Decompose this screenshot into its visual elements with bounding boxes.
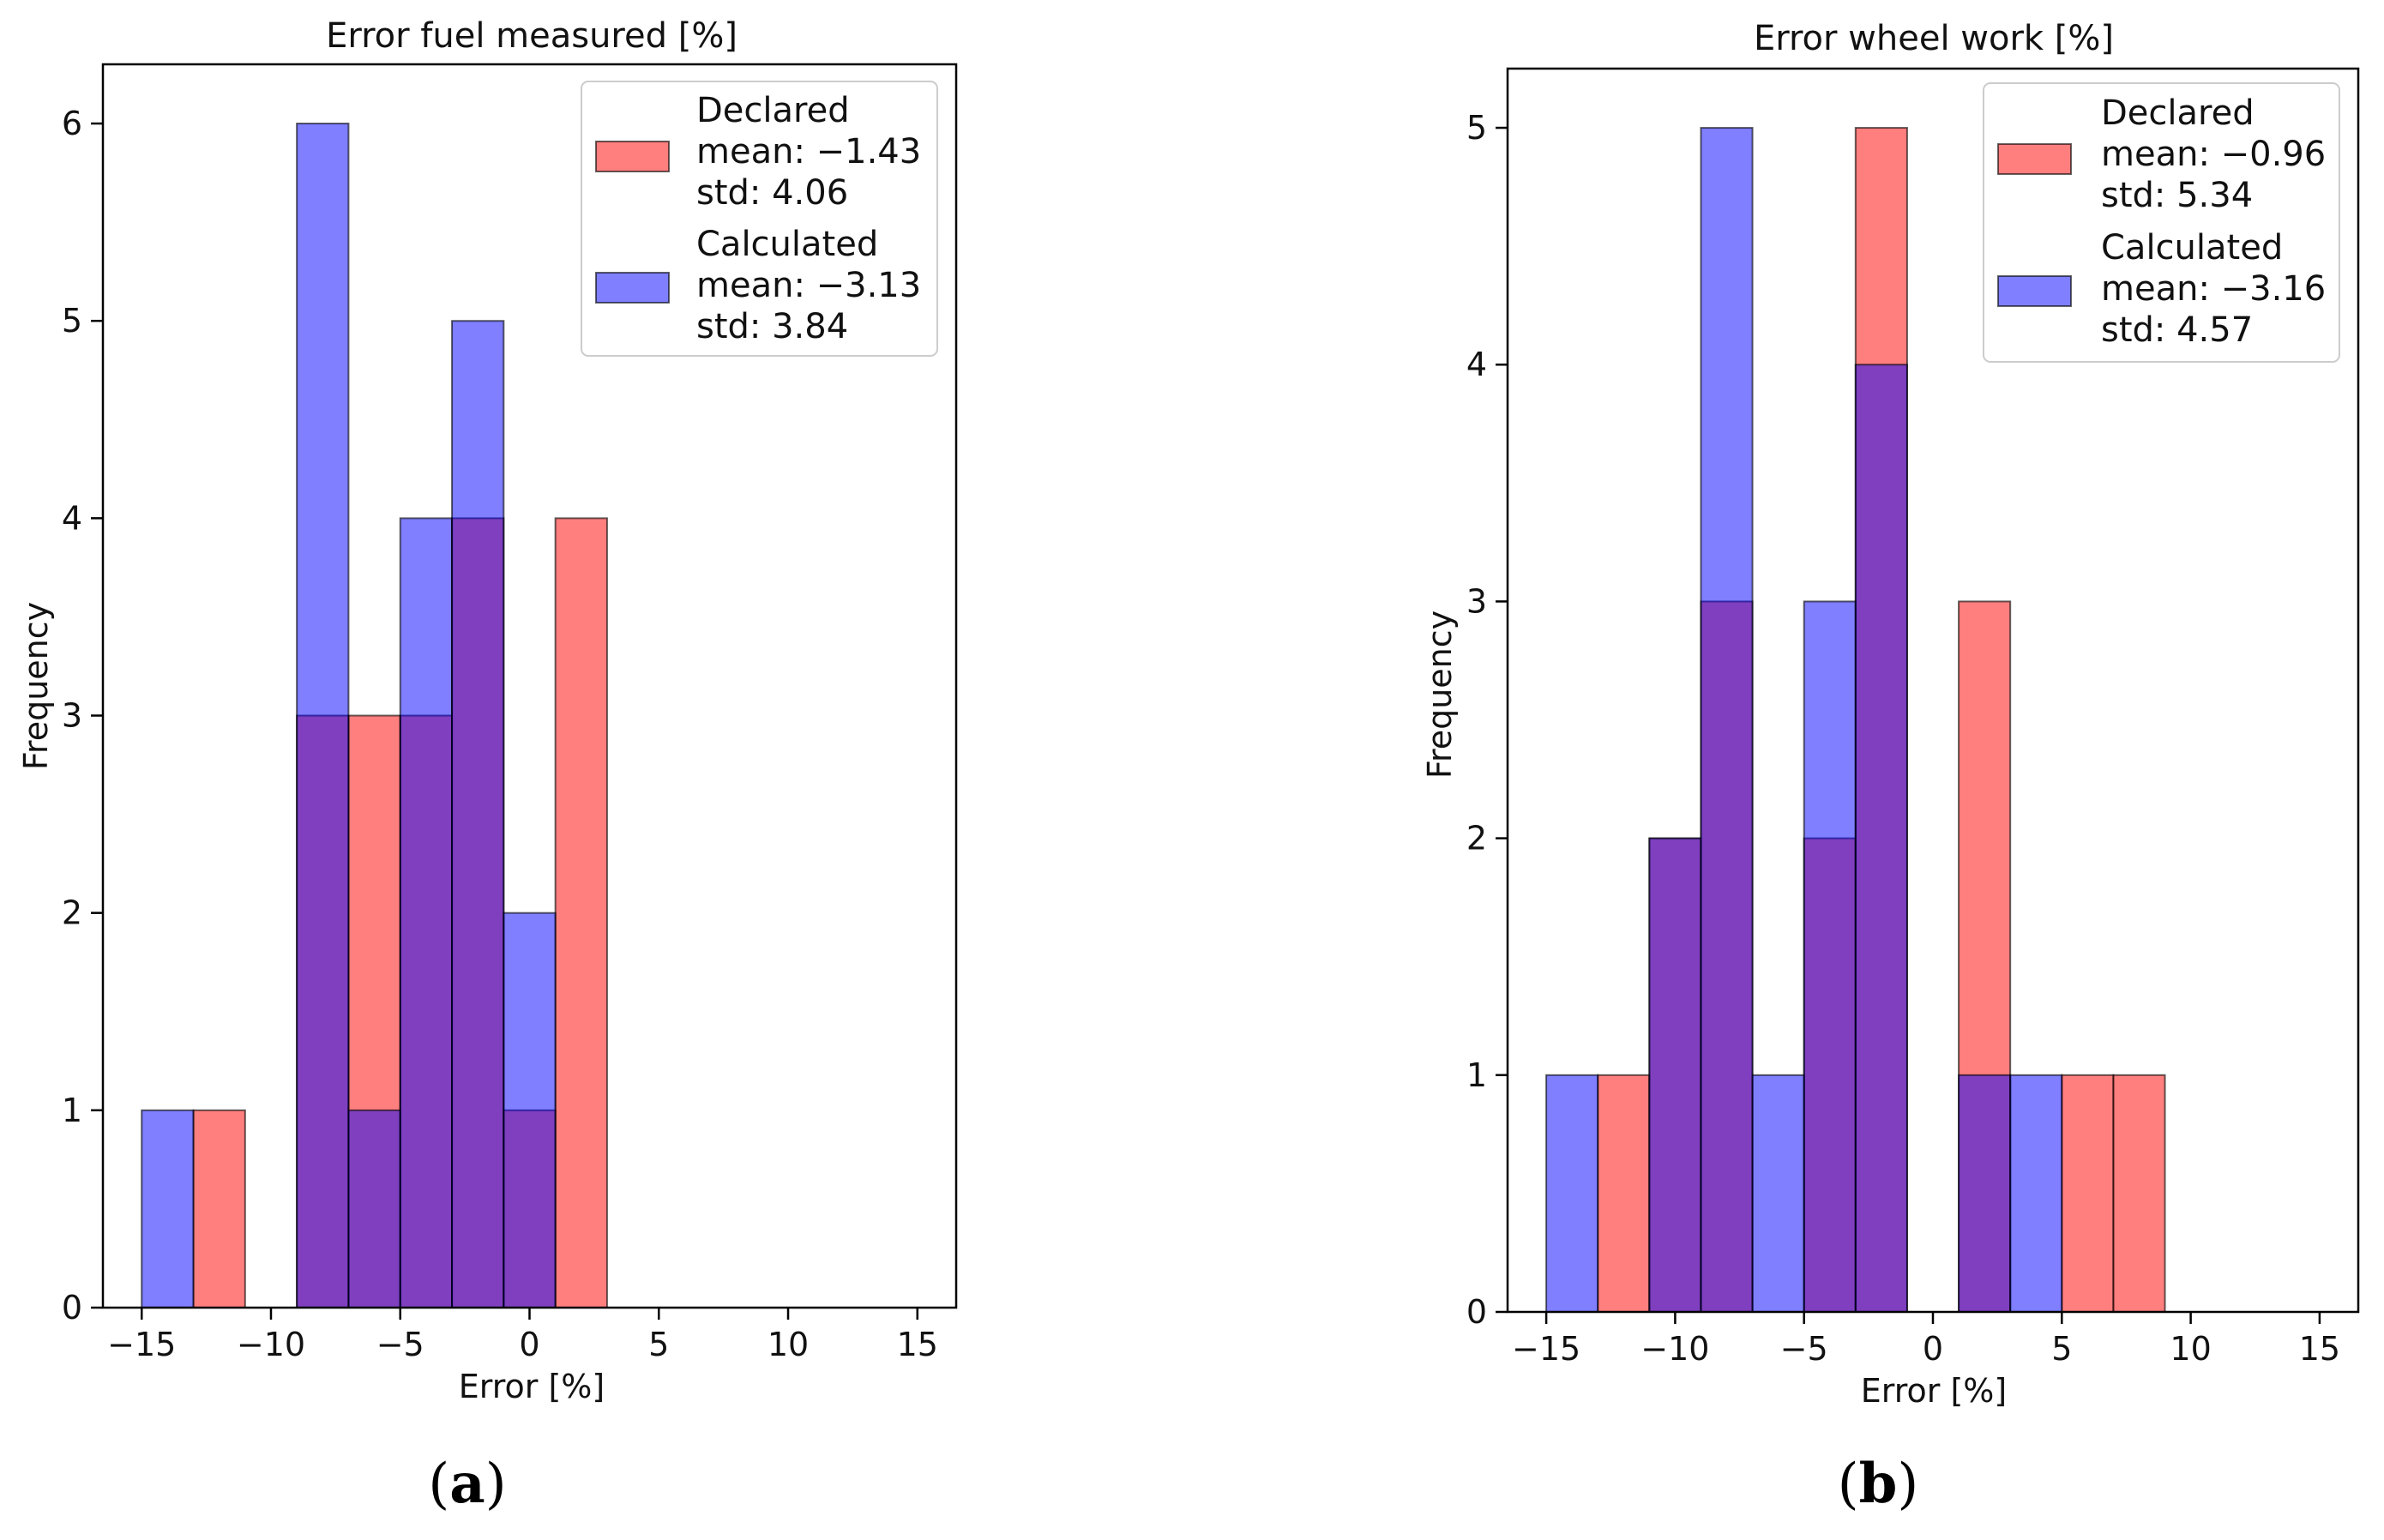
x-tick-label: −10 [237, 1326, 305, 1363]
chart-title: Error fuel measured [%] [326, 16, 737, 56]
bar-declared-bin-11 [2112, 1074, 2166, 1314]
bar-declared-bin-10 [2061, 1074, 2115, 1314]
bar-declared-bin-1 [1597, 1074, 1651, 1314]
panel-label-b: (b) [1838, 1452, 1919, 1516]
bars-group [141, 123, 608, 1309]
legend: Declared mean: −1.43 std: 4.06 Calculate… [581, 81, 938, 357]
x-tick-label: −5 [1780, 1330, 1828, 1368]
x-tick-label: 15 [2299, 1330, 2340, 1368]
x-tick-label: 5 [2051, 1330, 2072, 1368]
x-tick-label: 5 [648, 1326, 669, 1363]
bar-calculated-bin-9 [2009, 1074, 2063, 1314]
legend-box [1983, 82, 2340, 363]
bar-calculated-bin-6 [451, 320, 505, 1309]
y-tick-label: 5 [1466, 109, 1487, 147]
legend: Declared mean: −0.96 std: 5.34 Calculate… [1983, 82, 2340, 363]
x-tick-label: −15 [107, 1326, 176, 1363]
legend-mean-calculated: mean: −3.16 [2101, 269, 2326, 309]
bar-calculated-bin-3 [296, 123, 350, 1309]
legend-std-declared: std: 4.06 [696, 173, 848, 213]
y-tick-label: 3 [62, 697, 82, 735]
bar-calculated-bin-2 [1648, 837, 1702, 1313]
bar-calculated-bin-0 [1545, 1074, 1599, 1314]
x-tick-label: 15 [897, 1326, 938, 1363]
y-tick-label: 1 [1466, 1056, 1487, 1094]
bar-calculated-bin-4 [347, 1109, 401, 1309]
y-tick-label: 6 [62, 105, 82, 142]
legend-box [581, 81, 938, 357]
x-tick-label: −15 [1512, 1330, 1580, 1368]
x-axis-ticks: −15 −10 −5 0 5 10 15 [1512, 1312, 2340, 1368]
bar-declared-bin-8 [554, 517, 608, 1308]
y-tick-label: 0 [62, 1289, 82, 1326]
x-tick-label: 10 [2170, 1330, 2211, 1368]
y-axis-label: Frequency [1421, 611, 1459, 779]
bar-calculated-bin-4 [1751, 1074, 1805, 1314]
x-axis-label: Error [%] [1861, 1372, 2007, 1410]
x-tick-label: 0 [519, 1326, 539, 1363]
legend-swatch-calculated [1997, 275, 2072, 307]
x-tick-label: 10 [768, 1326, 809, 1363]
legend-std-calculated: std: 4.57 [2101, 310, 2253, 350]
bars-group [1545, 127, 2166, 1314]
y-axis-label: Frequency [17, 602, 55, 770]
legend-swatch-calculated [595, 272, 670, 304]
y-tick-label: 2 [1466, 820, 1487, 857]
legend-label-declared: Declared [2101, 93, 2255, 133]
chart-title: Error wheel work [%] [1754, 19, 2114, 58]
legend-label-calculated: Calculated [696, 225, 878, 264]
legend-mean-declared: mean: −1.43 [696, 132, 921, 171]
bar-calculated-bin-5 [399, 517, 454, 1308]
y-axis-ticks: 0 1 2 3 4 5 [1466, 109, 1508, 1331]
legend-std-declared: std: 5.34 [2101, 176, 2253, 215]
y-tick-label: 0 [1466, 1293, 1487, 1331]
x-tick-label: −10 [1641, 1330, 1709, 1368]
y-tick-label: 1 [62, 1092, 82, 1129]
panel-letter: b [1859, 1452, 1898, 1516]
histogram-panel-wheel-work: Error wheel work [%] −15 −10 −5 0 5 10 15 0 1 2 3… [1421, 19, 2360, 1516]
legend-mean-declared: mean: −0.96 [2101, 135, 2326, 174]
bar-calculated-bin-0 [141, 1109, 195, 1309]
legend-swatch-declared [595, 141, 670, 172]
bar-calculated-bin-3 [1700, 127, 1754, 1314]
legend-label-declared: Declared [696, 91, 850, 130]
y-tick-label: 4 [62, 499, 82, 537]
y-axis-ticks: 0 1 2 3 4 5 6 [62, 105, 103, 1326]
y-tick-label: 3 [1466, 582, 1487, 620]
legend-swatch-declared [1997, 143, 2072, 175]
legend-std-calculated: std: 3.84 [696, 307, 848, 346]
x-axis-ticks: −15 −10 −5 0 5 10 15 [107, 1308, 938, 1363]
x-tick-label: −5 [376, 1326, 424, 1363]
legend-mean-calculated: mean: −3.13 [696, 266, 921, 305]
y-tick-label: 2 [62, 894, 82, 932]
bar-calculated-bin-8 [1958, 1074, 2012, 1314]
y-tick-label: 4 [1466, 346, 1487, 383]
bar-declared-bin-1 [192, 1109, 246, 1309]
x-axis-label: Error [%] [459, 1368, 605, 1405]
bar-calculated-bin-6 [1854, 364, 1908, 1314]
legend-label-calculated: Calculated [2101, 228, 2283, 268]
panel-letter: a [449, 1452, 485, 1516]
panel-label-a: (a) [428, 1452, 506, 1516]
x-tick-label: 0 [1923, 1330, 1943, 1368]
bar-calculated-bin-7 [503, 911, 557, 1308]
bar-calculated-bin-5 [1803, 600, 1857, 1313]
y-tick-label: 5 [62, 302, 82, 340]
histogram-panel-fuel: Error fuel measured [%] −15 −10 −5 0 5 10 15 0… [17, 16, 958, 1516]
